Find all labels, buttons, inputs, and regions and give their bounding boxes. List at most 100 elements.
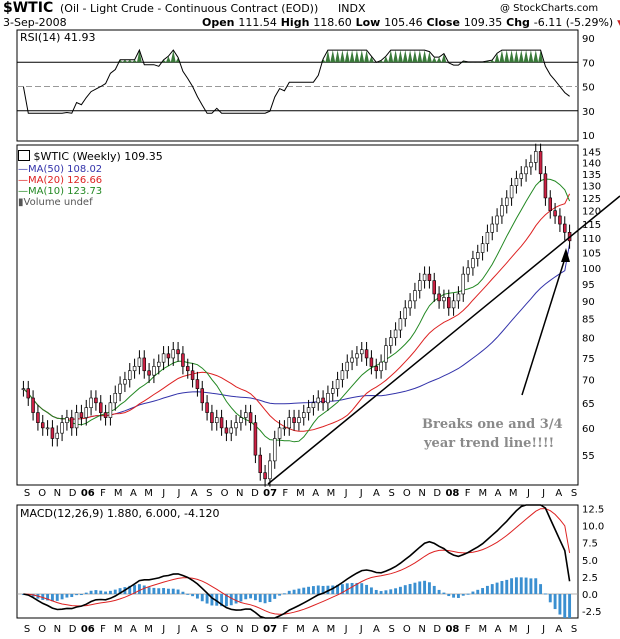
rsi-tick-label: 50 xyxy=(582,83,595,94)
ma50-legend-text: MA(50) 108.02 xyxy=(28,164,103,175)
macd-histogram-bar xyxy=(278,594,282,596)
candle-body xyxy=(558,215,562,225)
candle-body xyxy=(330,388,335,394)
candle-body xyxy=(393,329,398,339)
macd-histogram-bar xyxy=(510,578,514,595)
macd-x-tick-label: N xyxy=(54,624,61,635)
candle-body xyxy=(36,412,40,423)
price-tick-label: 140 xyxy=(582,158,601,169)
price-x-tick-label: S xyxy=(388,488,394,499)
ma20-swatch: — xyxy=(18,175,28,186)
candle-body xyxy=(466,267,470,275)
macd-histogram-bar xyxy=(263,594,267,604)
panel-frame-2 xyxy=(16,504,579,619)
candle-body xyxy=(345,361,349,372)
candle-body xyxy=(301,412,306,418)
price-tick-label: 130 xyxy=(582,182,601,193)
candle-body xyxy=(152,366,156,376)
macd-histogram-bar xyxy=(195,594,199,599)
macd-x-tick-label: M xyxy=(327,624,336,635)
low-label: Low xyxy=(355,16,381,29)
price-tick-label: 115 xyxy=(582,220,601,231)
candle-body xyxy=(118,383,122,394)
price-x-tick-label: O xyxy=(221,488,229,499)
symbol-description: (Oil - Light Crude - Continuous Contract… xyxy=(60,2,319,15)
macd-histogram-bar xyxy=(394,588,398,595)
candle-body xyxy=(50,427,55,439)
price-tick-label: 120 xyxy=(582,207,601,218)
open-label: Open xyxy=(202,16,235,29)
macd-x-tick-label: F xyxy=(465,624,471,635)
candle-body xyxy=(350,357,354,363)
macd-x-tick-label: 07 xyxy=(263,624,277,635)
macd-histogram-bar xyxy=(113,589,117,595)
ma10-swatch: — xyxy=(18,186,28,197)
candle-body xyxy=(142,357,147,372)
macd-x-tick-label: O xyxy=(403,624,411,635)
price-legend-icon xyxy=(18,150,30,161)
price-x-tick-label: A xyxy=(373,488,380,499)
macd-histogram-bar xyxy=(162,588,166,595)
price-x-tick-label: M xyxy=(509,488,518,499)
macd-histogram-bar xyxy=(481,588,485,595)
candle-body xyxy=(94,397,98,404)
candle-body xyxy=(128,370,132,380)
candle-body xyxy=(480,243,485,253)
price-x-tick-label: S xyxy=(206,488,212,499)
price-tick-label: 135 xyxy=(582,170,601,181)
macd-histogram-bar xyxy=(220,594,224,607)
candle-body xyxy=(335,379,340,389)
open-value: 111.54 xyxy=(238,16,277,29)
candle-body xyxy=(74,412,79,429)
macd-histogram-bar xyxy=(176,589,180,595)
ma10-legend: —MA(10) 123.73 xyxy=(18,186,102,197)
chg-value: -6.11 (-5.29%) xyxy=(533,16,614,29)
price-x-tick-label: 08 xyxy=(445,488,459,499)
candle-body xyxy=(306,407,311,413)
price-x-tick-label: M xyxy=(114,488,123,499)
macd-histogram-bar xyxy=(258,594,262,603)
candle-body xyxy=(461,273,465,295)
macd-histogram-bar xyxy=(418,581,422,595)
macd-histogram-bar xyxy=(432,585,436,595)
macd-histogram-bar xyxy=(568,594,572,618)
macd-x-tick-label: J xyxy=(359,624,363,635)
macd-signal-line xyxy=(23,508,571,615)
candle-body xyxy=(297,417,301,423)
candle-body xyxy=(248,412,253,423)
price-x-tick-label: M xyxy=(296,488,305,499)
macd-histogram-bar xyxy=(70,594,74,598)
macd-histogram-bar xyxy=(321,585,325,595)
macd-histogram-bar xyxy=(137,584,141,595)
macd-histogram-bar xyxy=(539,584,543,595)
panel-frame-0 xyxy=(16,29,579,142)
candle-body xyxy=(316,397,320,404)
ma20-line xyxy=(23,193,571,432)
candle-body xyxy=(359,349,364,355)
macd-x-tick-label: 06 xyxy=(81,624,95,635)
macd-histogram-bar xyxy=(191,594,195,597)
candle-body xyxy=(171,349,176,359)
macd-histogram-bar xyxy=(268,594,272,602)
candle-body xyxy=(89,397,93,408)
macd-histogram-bar xyxy=(326,585,330,595)
price-tick-label: 80 xyxy=(582,334,595,345)
candle-body xyxy=(495,215,499,225)
annotation-arrow-shaft xyxy=(521,254,567,396)
candle-body xyxy=(504,197,509,206)
price-x-tick-label: A xyxy=(495,488,502,499)
price-x-tick-label: 06 xyxy=(81,488,95,499)
candle-body xyxy=(55,432,59,439)
ohlc-readout: Open 111.54 High 118.60 Low 105.46 Close… xyxy=(202,16,620,29)
macd-histogram-bar xyxy=(99,590,103,595)
macd-histogram-bar xyxy=(543,593,547,595)
macd-histogram-bar xyxy=(152,587,156,595)
candle-body xyxy=(190,370,195,380)
macd-histogram-bar xyxy=(331,585,335,595)
price-x-tick-label: D xyxy=(433,488,441,499)
macd-histogram-bar xyxy=(79,594,83,596)
annotation-line2: year trend line!!!! xyxy=(424,436,555,451)
macd-histogram-bar xyxy=(181,591,185,595)
price-x-tick-label: F xyxy=(465,488,471,499)
candle-body xyxy=(403,307,407,320)
